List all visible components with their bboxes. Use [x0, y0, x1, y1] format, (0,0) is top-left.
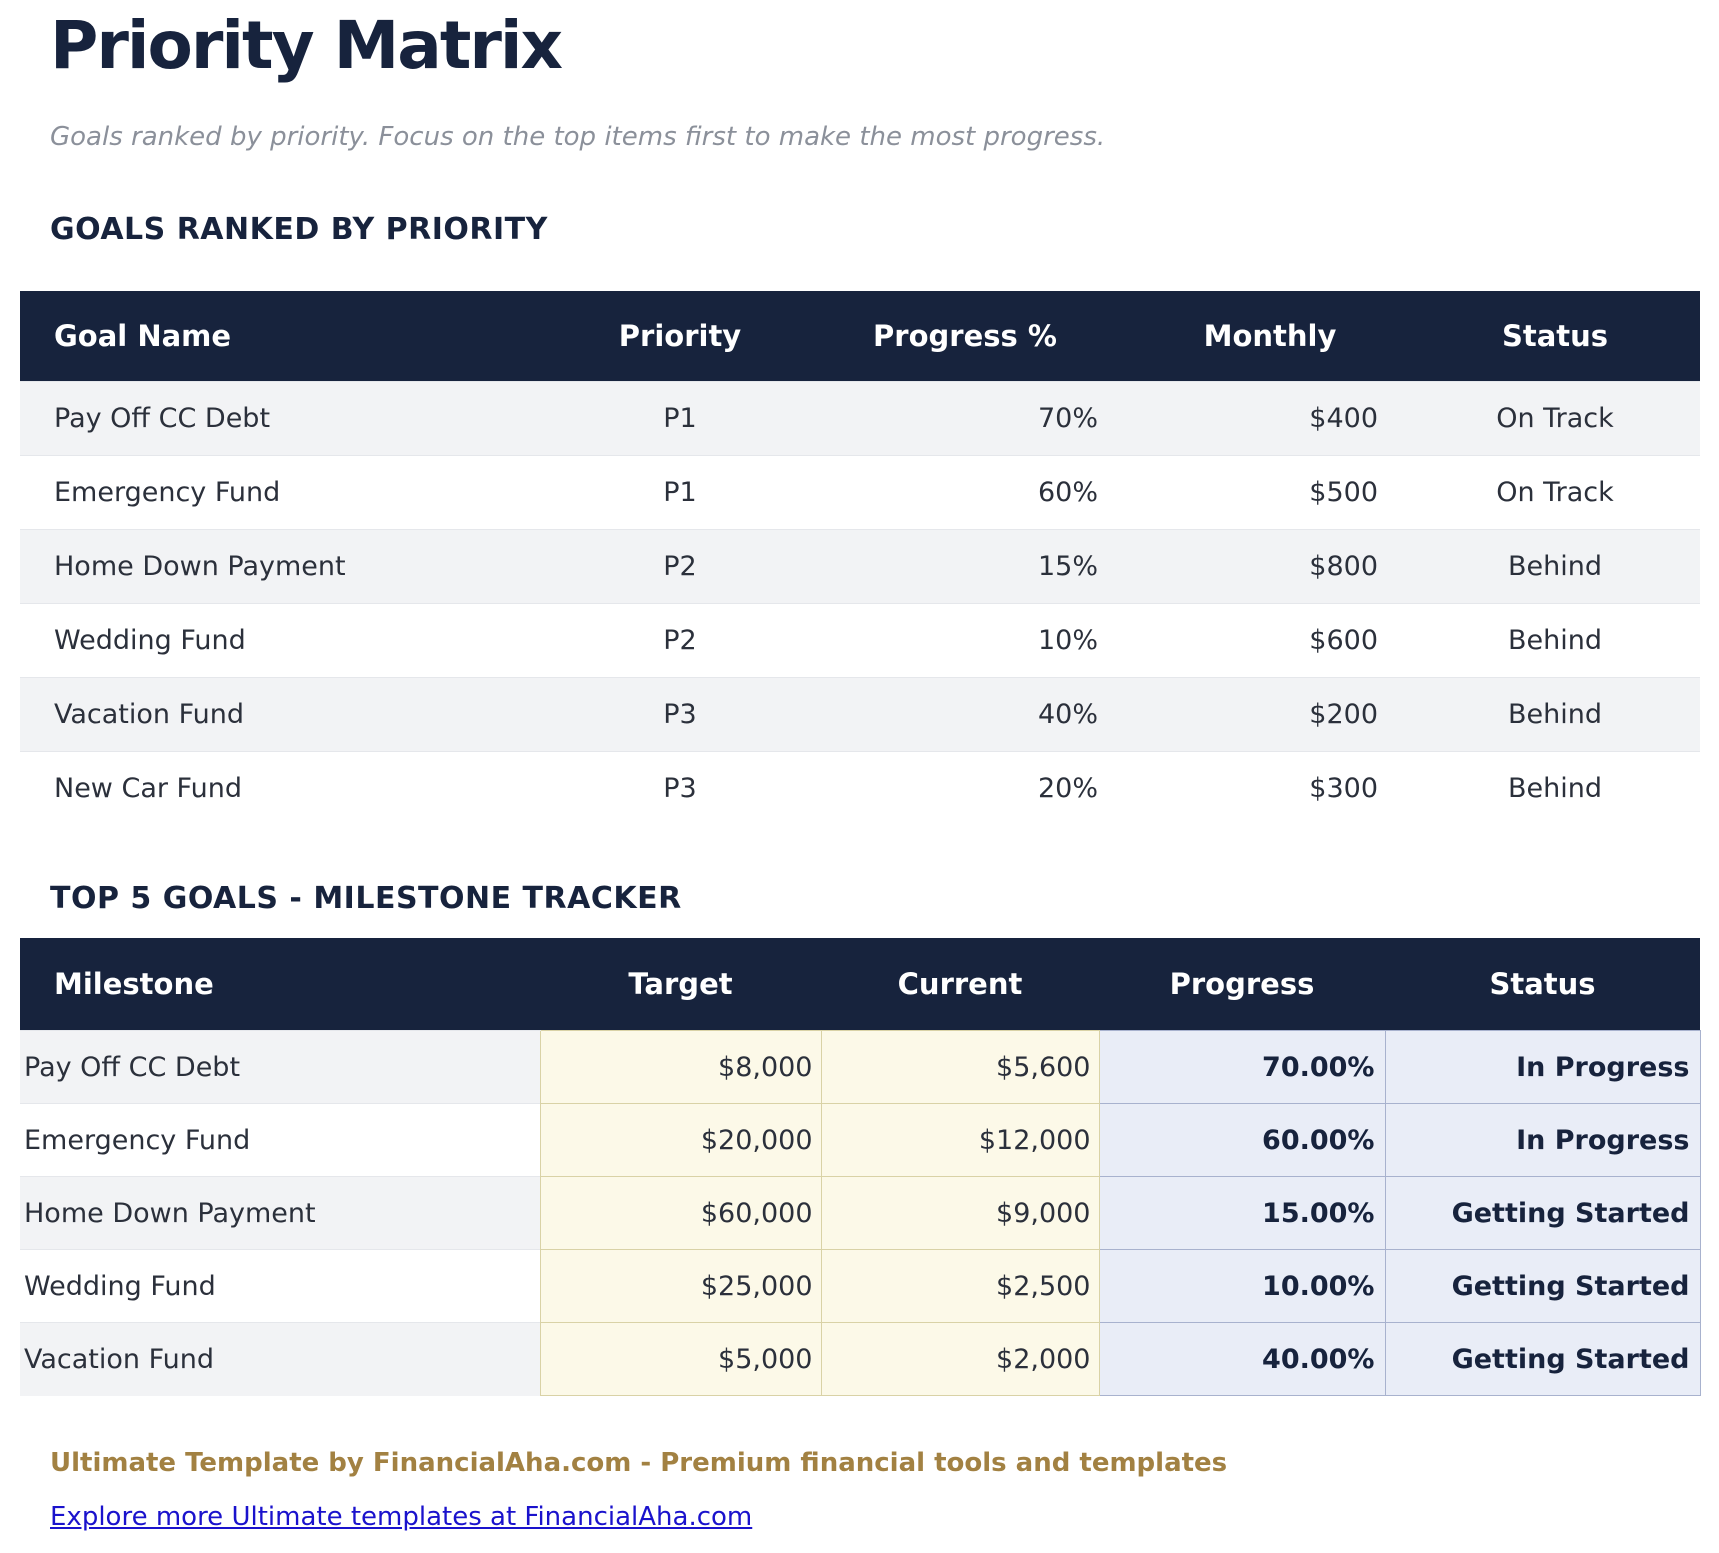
table-row: New Car Fund P3 20% $300 Behind: [20, 751, 1700, 826]
col-header-progress-pct: Progress %: [800, 291, 1130, 382]
progress-cell: 40.00%: [1098, 1322, 1386, 1397]
col-header-monthly: Monthly: [1130, 291, 1410, 382]
goal-name-cell: Vacation Fund: [20, 677, 560, 752]
monthly-cell: $300: [1130, 751, 1410, 826]
goal-name-cell: New Car Fund: [20, 751, 560, 826]
status-cell: Behind: [1410, 529, 1700, 604]
current-cell: $12,000: [820, 1103, 1100, 1178]
milestone-cell: Vacation Fund: [20, 1322, 540, 1396]
progress-cell: 40%: [800, 677, 1130, 752]
current-cell: $5,600: [820, 1030, 1100, 1105]
table-row: Wedding Fund $25,000 $2,500 10.00% Getti…: [20, 1249, 1701, 1324]
status-cell: On Track: [1410, 381, 1700, 456]
current-cell: $9,000: [820, 1176, 1100, 1251]
status-cell: Getting Started: [1384, 1322, 1701, 1397]
col-header-status: Status: [1410, 291, 1700, 382]
page-title: Priority Matrix: [50, 7, 563, 84]
monthly-cell: $200: [1130, 677, 1410, 752]
priority-cell: P3: [560, 677, 800, 752]
progress-cell: 70.00%: [1098, 1030, 1386, 1105]
monthly-cell: $800: [1130, 529, 1410, 604]
header-row: Goal Name Priority Progress % Monthly St…: [20, 291, 1700, 382]
table-row: Home Down Payment P2 15% $800 Behind: [20, 529, 1700, 604]
status-cell: Behind: [1410, 677, 1700, 752]
monthly-cell: $600: [1130, 603, 1410, 678]
goal-name-cell: Emergency Fund: [20, 455, 560, 530]
target-cell: $60,000: [539, 1176, 822, 1251]
col-header-status: Status: [1385, 938, 1700, 1031]
progress-cell: 15.00%: [1098, 1176, 1386, 1251]
status-cell: In Progress: [1384, 1030, 1701, 1105]
status-cell: Behind: [1410, 751, 1700, 826]
col-header-current: Current: [821, 938, 1099, 1031]
goal-name-cell: Home Down Payment: [20, 529, 560, 604]
target-cell: $5,000: [539, 1322, 822, 1397]
branding-text: Ultimate Template by FinancialAha.com - …: [50, 1448, 1228, 1479]
milestone-table-header: Milestone Target Current Progress Status: [20, 938, 1700, 1031]
priority-cell: P3: [560, 751, 800, 826]
explore-templates-link[interactable]: Explore more Ultimate templates at Finan…: [50, 1502, 753, 1533]
priority-cell: P1: [560, 455, 800, 530]
status-cell: In Progress: [1384, 1103, 1701, 1178]
priority-table: Goal Name Priority Progress % Monthly St…: [20, 291, 1700, 826]
page-subtitle: Goals ranked by priority. Focus on the t…: [50, 121, 1106, 152]
priority-table-header: Goal Name Priority Progress % Monthly St…: [20, 291, 1700, 382]
progress-cell: 10.00%: [1098, 1249, 1386, 1324]
goal-name-cell: Pay Off CC Debt: [20, 381, 560, 456]
progress-cell: 60%: [800, 455, 1130, 530]
milestone-table-body: Pay Off CC Debt $8,000 $5,600 70.00% In …: [20, 1030, 1701, 1397]
col-header-target: Target: [540, 938, 821, 1031]
current-cell: $2,000: [820, 1322, 1100, 1397]
status-cell: On Track: [1410, 455, 1700, 530]
priority-cell: P2: [560, 529, 800, 604]
col-header-progress: Progress: [1099, 938, 1385, 1031]
status-cell: Behind: [1410, 603, 1700, 678]
milestone-cell: Emergency Fund: [20, 1103, 540, 1177]
milestone-section-heading: TOP 5 GOALS - MILESTONE TRACKER: [50, 881, 682, 917]
progress-cell: 60.00%: [1098, 1103, 1386, 1178]
current-cell: $2,500: [820, 1249, 1100, 1324]
priority-cell: P1: [560, 381, 800, 456]
table-row: Emergency Fund P1 60% $500 On Track: [20, 455, 1700, 530]
monthly-cell: $500: [1130, 455, 1410, 530]
priority-cell: P2: [560, 603, 800, 678]
status-cell: Getting Started: [1384, 1176, 1701, 1251]
target-cell: $25,000: [539, 1249, 822, 1324]
progress-cell: 10%: [800, 603, 1130, 678]
target-cell: $20,000: [539, 1103, 822, 1178]
status-cell: Getting Started: [1384, 1249, 1701, 1324]
target-cell: $8,000: [539, 1030, 822, 1105]
table-row: Vacation Fund P3 40% $200 Behind: [20, 677, 1700, 752]
milestone-cell: Pay Off CC Debt: [20, 1030, 540, 1104]
table-row: Vacation Fund $5,000 $2,000 40.00% Getti…: [20, 1322, 1701, 1397]
footer-link-row: Explore more Ultimate templates at Finan…: [50, 1502, 1719, 1532]
milestone-table: Milestone Target Current Progress Status…: [20, 938, 1701, 1397]
table-row: Home Down Payment $60,000 $9,000 15.00% …: [20, 1176, 1701, 1251]
progress-cell: 20%: [800, 751, 1130, 826]
monthly-cell: $400: [1130, 381, 1410, 456]
goal-name-cell: Wedding Fund: [20, 603, 560, 678]
milestone-cell: Wedding Fund: [20, 1249, 540, 1323]
progress-cell: 70%: [800, 381, 1130, 456]
priority-section-heading: GOALS RANKED BY PRIORITY: [50, 212, 548, 248]
milestone-cell: Home Down Payment: [20, 1176, 540, 1250]
table-row: Pay Off CC Debt $8,000 $5,600 70.00% In …: [20, 1030, 1701, 1105]
col-header-priority: Priority: [560, 291, 800, 382]
table-row: Emergency Fund $20,000 $12,000 60.00% In…: [20, 1103, 1701, 1178]
col-header-milestone: Milestone: [20, 938, 540, 1031]
col-header-goal-name: Goal Name: [20, 291, 560, 382]
table-row: Pay Off CC Debt P1 70% $400 On Track: [20, 381, 1700, 456]
priority-table-body: Pay Off CC Debt P1 70% $400 On Track Eme…: [20, 381, 1700, 826]
header-row: Milestone Target Current Progress Status: [20, 938, 1700, 1031]
table-row: Wedding Fund P2 10% $600 Behind: [20, 603, 1700, 678]
progress-cell: 15%: [800, 529, 1130, 604]
